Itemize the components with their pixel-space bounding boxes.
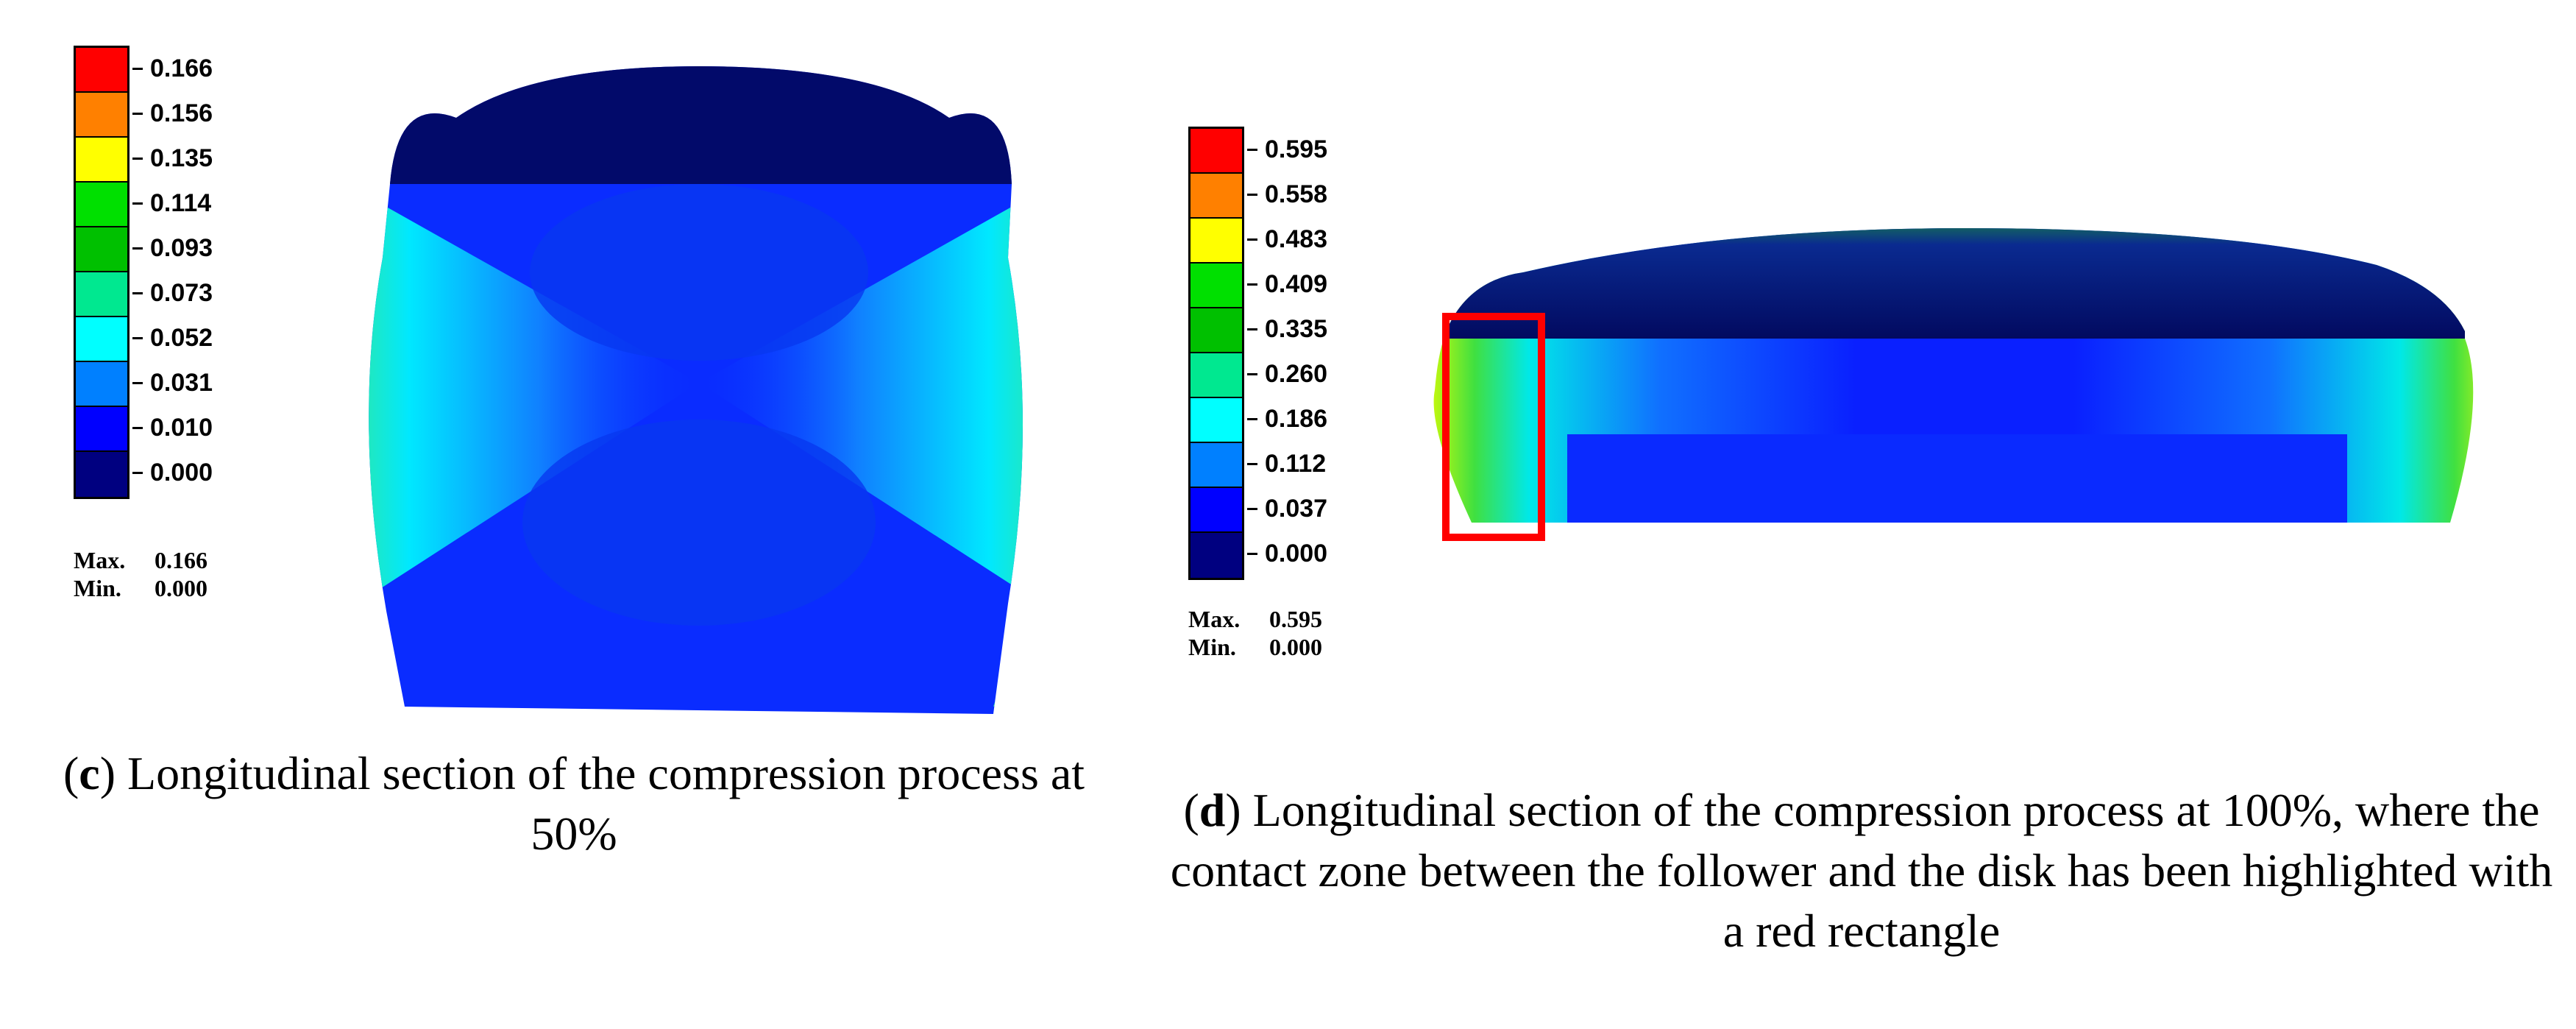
legend-tick-label: 0.114 [132, 189, 212, 217]
panel-d: 0.595 0.558 0.483 0.409 0.335 0.260 0.186 0.112… [1148, 0, 2576, 1029]
legend-swatch [76, 272, 127, 317]
legend-tick-label: 0.135 [132, 144, 213, 172]
caption-paren-c: ( [63, 747, 79, 799]
legend-swatch [1191, 219, 1242, 264]
legend-swatches-c [74, 46, 129, 499]
caption-letter-d: d [1199, 784, 1226, 836]
legend-tick-label: 0.010 [132, 414, 213, 442]
legend-swatch [1191, 353, 1242, 398]
legend-swatch [1191, 398, 1242, 443]
caption-c: (c) Longitudinal section of the compress… [15, 743, 1133, 864]
highlight-rectangle [1442, 313, 1545, 541]
caption-d: (d) Longitudinal section of the compress… [1163, 780, 2561, 961]
max-value-c: 0.166 [155, 547, 207, 573]
legend-tick-label: 0.260 [1246, 360, 1328, 388]
legend-swatch [76, 183, 127, 227]
legend-tick-label: 0.112 [1246, 450, 1327, 478]
max-value-d: 0.595 [1269, 606, 1322, 632]
caption-paren-d: ( [1183, 784, 1199, 836]
legend-swatch [76, 227, 127, 272]
min-value-c: 0.000 [155, 575, 207, 601]
caption-text-d: ) Longitudinal section of the compressio… [1170, 784, 2553, 957]
legend-tick-label: 0.166 [132, 54, 213, 82]
legend-swatch [1191, 129, 1242, 174]
section-plot-d [1433, 228, 2474, 523]
min-value-d: 0.000 [1269, 634, 1322, 660]
legend-tick-label: 0.000 [132, 459, 213, 487]
legend-swatch [76, 362, 127, 407]
legend-swatch [1191, 264, 1242, 308]
legend-tick-label: 0.093 [132, 234, 213, 262]
legend-tick-label: 0.000 [1246, 540, 1328, 567]
legend-swatch [1191, 174, 1242, 219]
legend-swatches-d [1188, 127, 1244, 580]
legend-tick-label: 0.595 [1246, 135, 1328, 163]
panel-c: 0.166 0.156 0.135 0.114 0.093 0.073 0.052 0.031… [0, 0, 1148, 1029]
legend-swatch [76, 452, 127, 497]
max-label-d: Max. [1188, 606, 1241, 632]
caption-letter-c: c [79, 747, 100, 799]
legend-tick-label: 0.409 [1246, 270, 1328, 298]
legend-swatch [76, 138, 127, 183]
legend-swatch [1191, 308, 1242, 353]
section-body-c [369, 66, 1023, 714]
max-label-c: Max. [74, 547, 126, 573]
legend-swatch [76, 93, 127, 138]
legend-tick-label: 0.186 [1246, 405, 1328, 433]
caption-text-c: ) Longitudinal section of the compressio… [99, 747, 1085, 860]
section-body-d [1433, 228, 2474, 523]
legend-swatch [1191, 443, 1242, 488]
legend-tick-label: 0.031 [132, 369, 213, 397]
legend-tick-label: 0.052 [132, 324, 213, 352]
legend-tick-label: 0.335 [1246, 315, 1328, 343]
min-label-d: Min. [1188, 634, 1236, 660]
legend-tick-label: 0.073 [132, 279, 213, 307]
legend-swatch [1191, 533, 1242, 578]
legend-swatch [76, 48, 127, 93]
legend-tick-label: 0.037 [1246, 495, 1328, 523]
legend-swatch [76, 407, 127, 452]
legend-tick-label: 0.483 [1246, 225, 1328, 253]
legend-tick-label: 0.156 [132, 99, 213, 127]
legend-tick-label: 0.558 [1246, 180, 1328, 208]
section-plot-c [369, 66, 1023, 714]
legend-swatch [76, 317, 127, 362]
min-label-c: Min. [74, 575, 121, 601]
minmax-c: Max. 0.166 Min. 0.000 [74, 546, 207, 602]
minmax-d: Max. 0.595 Min. 0.000 [1188, 605, 1322, 661]
legend-swatch [1191, 488, 1242, 533]
